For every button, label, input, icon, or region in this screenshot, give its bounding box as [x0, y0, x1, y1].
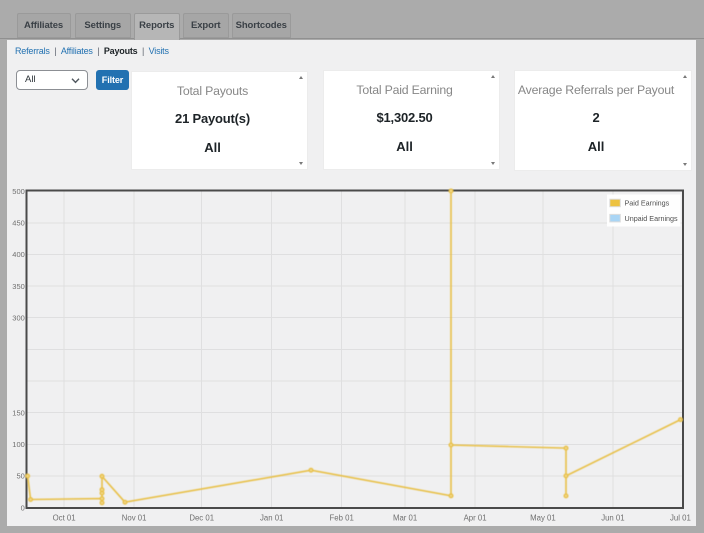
- svg-text:Jul 01: Jul 01: [670, 514, 691, 523]
- svg-text:Jan 01: Jan 01: [260, 514, 283, 523]
- svg-text:500: 500: [12, 187, 25, 196]
- svg-text:0: 0: [21, 503, 25, 512]
- svg-text:Paid Earnings: Paid Earnings: [625, 199, 670, 208]
- svg-text:50: 50: [16, 472, 24, 481]
- svg-text:Unpaid Earnings: Unpaid Earnings: [625, 214, 679, 223]
- svg-text:Feb 01: Feb 01: [330, 514, 354, 523]
- svg-text:350: 350: [12, 282, 25, 291]
- svg-text:Dec 01: Dec 01: [189, 514, 214, 523]
- svg-text:Jun 01: Jun 01: [601, 514, 624, 523]
- svg-text:450: 450: [12, 219, 25, 228]
- svg-text:Nov 01: Nov 01: [122, 514, 147, 523]
- svg-text:May 01: May 01: [530, 514, 556, 523]
- svg-text:Apr 01: Apr 01: [464, 514, 487, 523]
- svg-text:Mar 01: Mar 01: [393, 514, 417, 523]
- svg-text:150: 150: [12, 408, 25, 417]
- svg-text:300: 300: [12, 314, 25, 323]
- svg-text:100: 100: [12, 440, 25, 449]
- svg-text:Oct 01: Oct 01: [53, 514, 76, 523]
- svg-text:400: 400: [12, 250, 25, 259]
